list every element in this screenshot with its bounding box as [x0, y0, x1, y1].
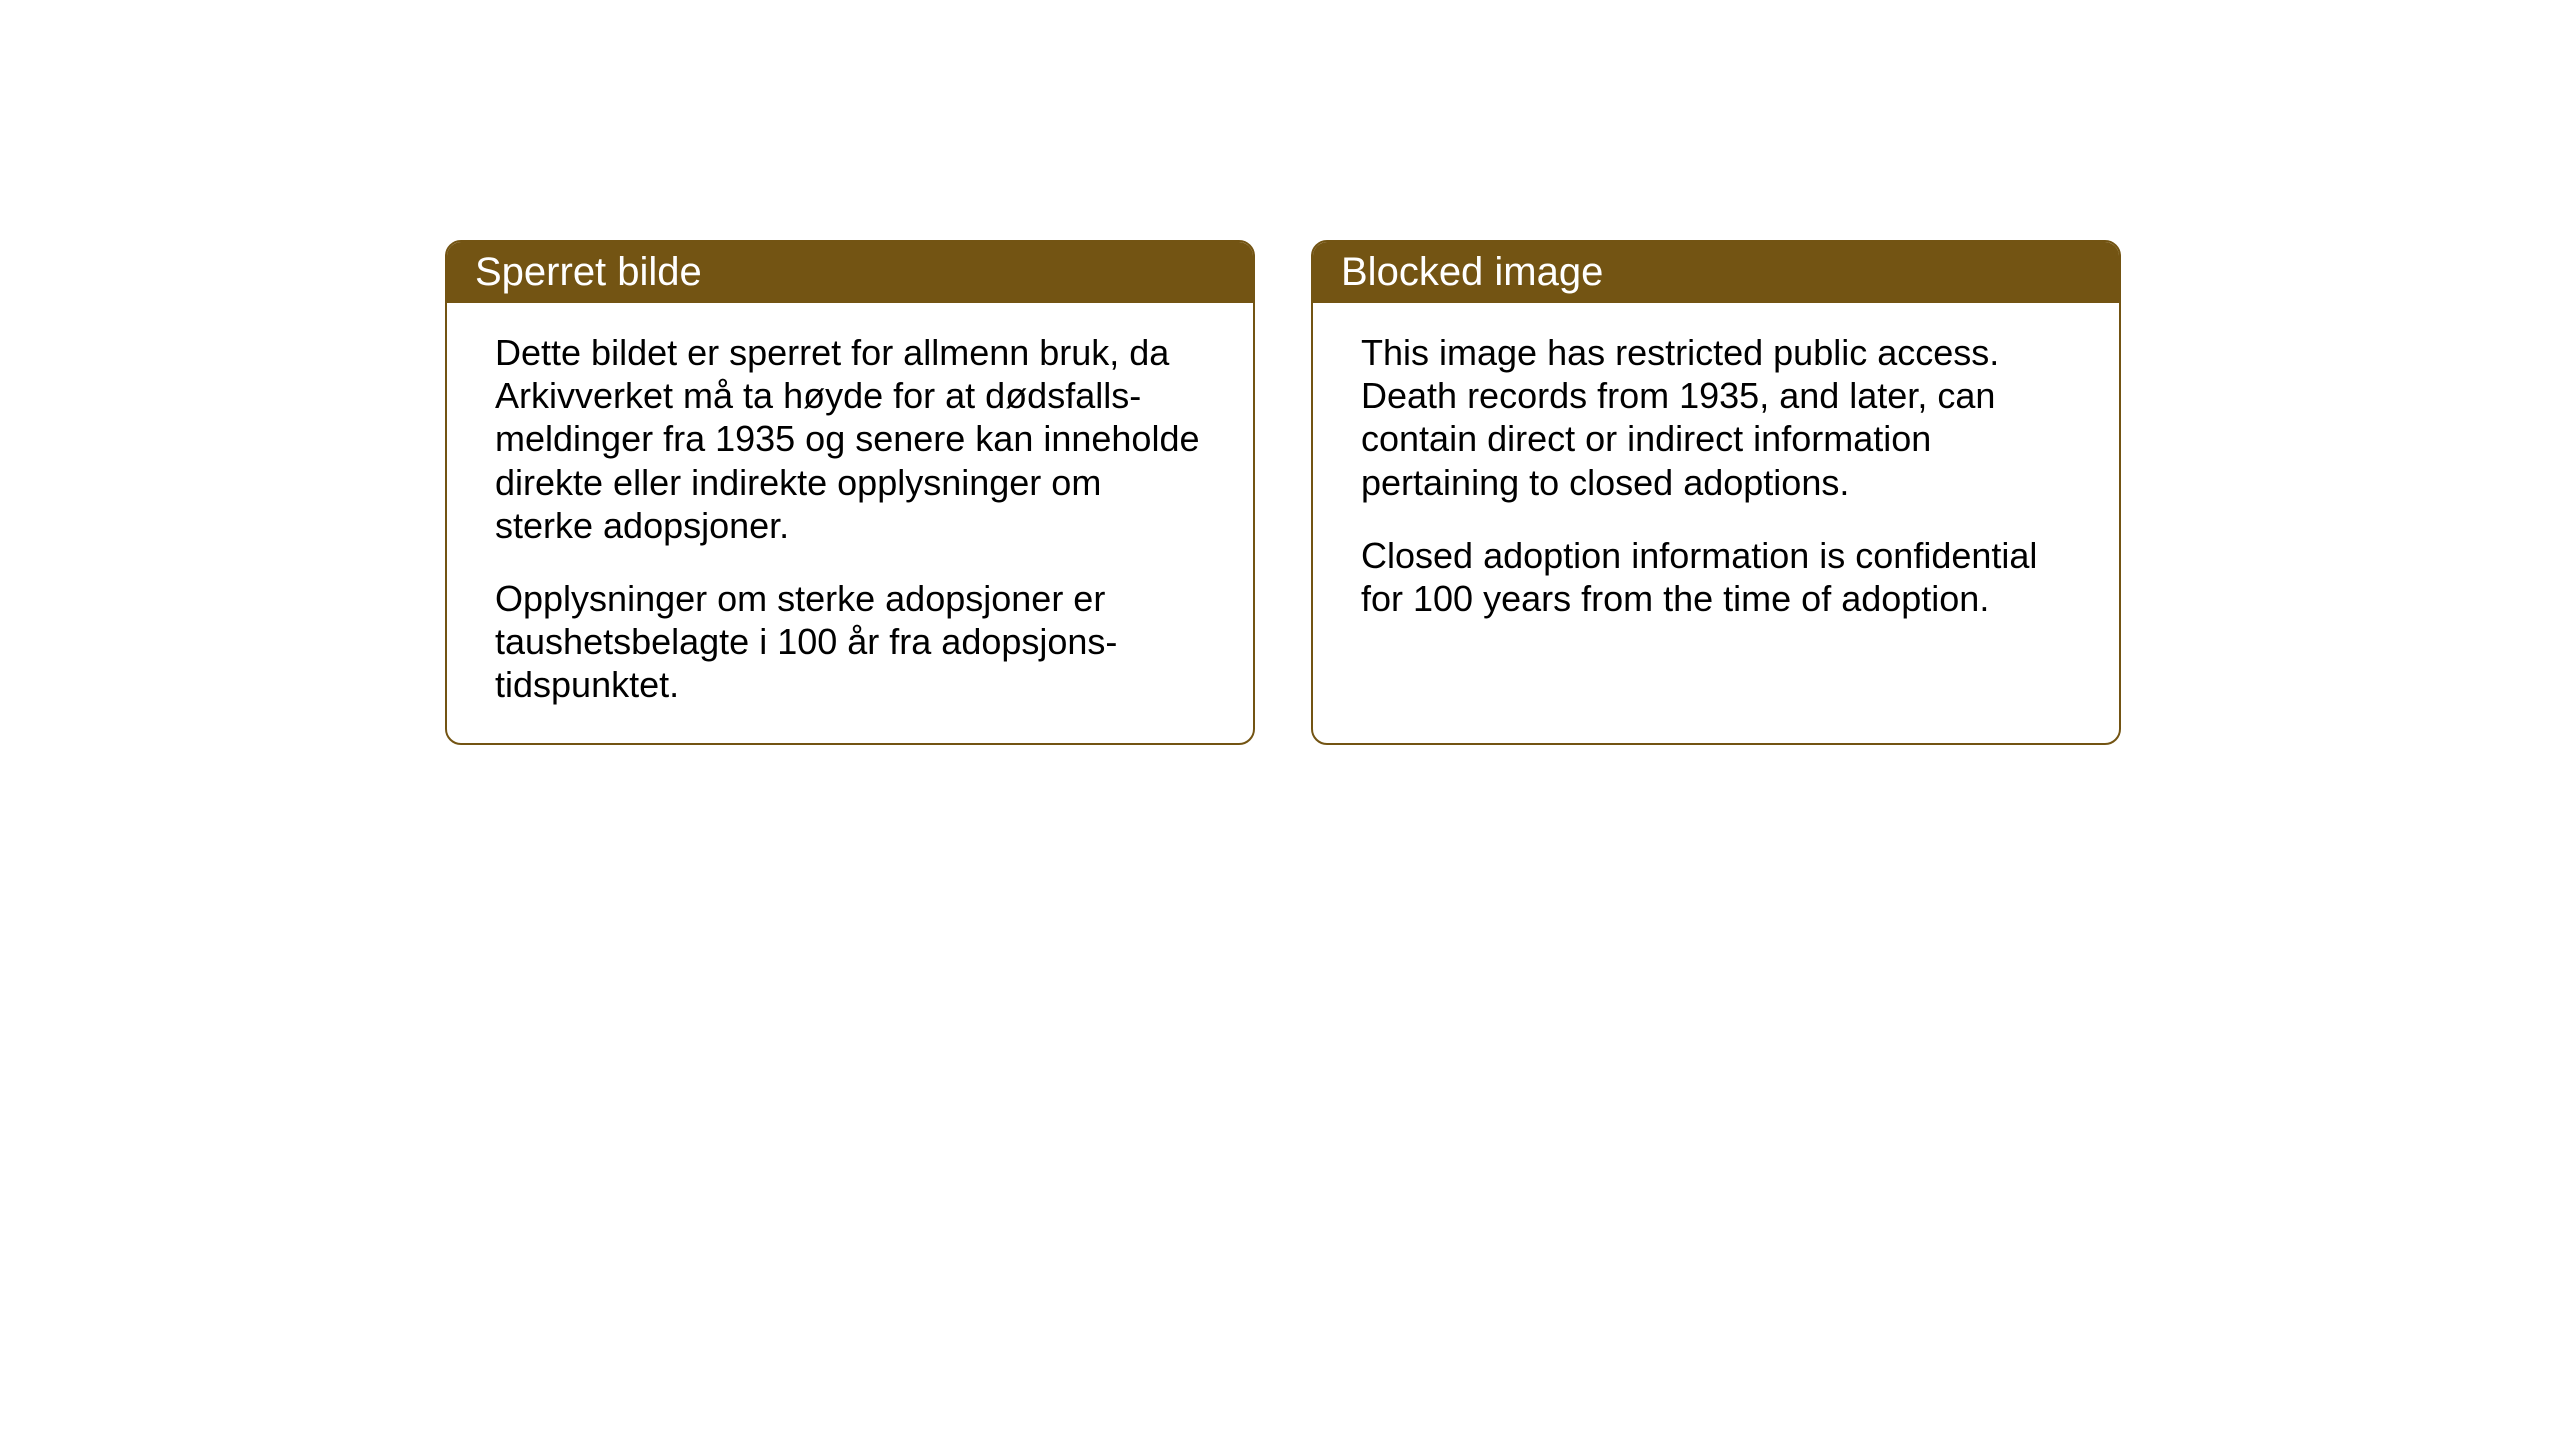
notice-paragraph: This image has restricted public access.… — [1361, 331, 2071, 504]
notice-box-english: Blocked image This image has restricted … — [1311, 240, 2121, 745]
notice-container: Sperret bilde Dette bildet er sperret fo… — [445, 240, 2121, 745]
notice-body: Dette bildet er sperret for allmenn bruk… — [447, 303, 1253, 743]
notice-paragraph: Dette bildet er sperret for allmenn bruk… — [495, 331, 1205, 547]
notice-body: This image has restricted public access.… — [1313, 303, 2119, 656]
notice-title: Sperret bilde — [475, 250, 702, 294]
notice-title: Blocked image — [1341, 250, 1603, 294]
notice-header: Blocked image — [1313, 242, 2119, 303]
notice-paragraph: Closed adoption information is confident… — [1361, 534, 2071, 620]
notice-header: Sperret bilde — [447, 242, 1253, 303]
notice-paragraph: Opplysninger om sterke adopsjoner er tau… — [495, 577, 1205, 707]
notice-box-norwegian: Sperret bilde Dette bildet er sperret fo… — [445, 240, 1255, 745]
